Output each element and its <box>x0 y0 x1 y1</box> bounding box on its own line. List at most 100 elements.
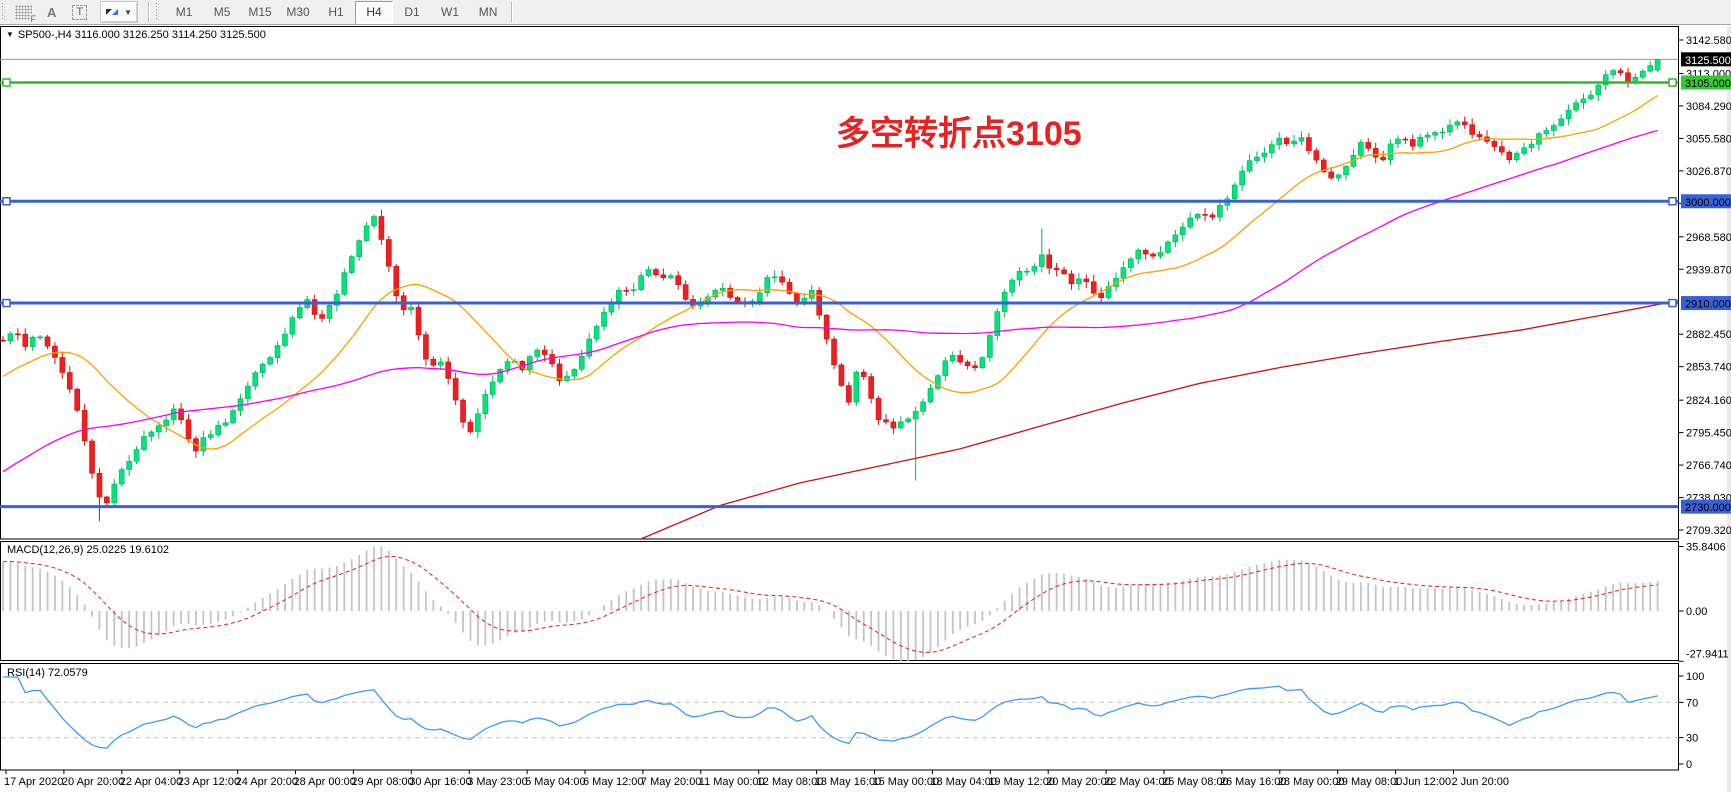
svg-text:2910.000: 2910.000 <box>1685 299 1731 311</box>
timeframe-button-m15[interactable]: M15 <box>248 5 272 19</box>
svg-text:24 Apr 20:00: 24 Apr 20:00 <box>236 776 298 788</box>
svg-text:29 Apr 08:00: 29 Apr 08:00 <box>351 776 413 788</box>
chart-shift-icon[interactable]: F <box>15 4 36 24</box>
svg-text:17 Apr 2020: 17 Apr 2020 <box>4 776 63 788</box>
symbol-dropdown-icon[interactable]: ▼ <box>6 30 14 39</box>
toolbar-separator <box>148 2 151 22</box>
timeframe-button-h1[interactable]: H1 <box>328 5 344 19</box>
svg-text:0: 0 <box>1686 759 1692 771</box>
rsi-label: RSI(14) 72.0579 <box>7 667 88 679</box>
svg-text:12 May 08:00: 12 May 08:00 <box>757 776 824 788</box>
svg-text:-27.9411: -27.9411 <box>1686 649 1729 661</box>
timeframe-button-mn[interactable]: MN <box>478 5 498 19</box>
chevron-down-icon: ▼ <box>124 7 133 17</box>
svg-text:23 Apr 12:00: 23 Apr 12:00 <box>178 776 240 788</box>
timeframe-bar: M1 M5 M15 M30 H1 H4 D1 W1 MN <box>165 0 507 24</box>
macd-label: MACD(12,26,9) 25.0225 19.6102 <box>7 544 170 556</box>
line-handle[interactable] <box>1668 78 1677 87</box>
timeframe-button-m30[interactable]: M30 <box>286 5 310 19</box>
svg-text:3125.500: 3125.500 <box>1685 55 1731 67</box>
svg-text:3000.000: 3000.000 <box>1685 197 1731 209</box>
chart-annotation-text[interactable]: 多空转折点3105 <box>836 115 1082 153</box>
svg-text:35.8406: 35.8406 <box>1686 542 1726 554</box>
svg-text:100: 100 <box>1686 671 1704 683</box>
svg-text:18 May 04:00: 18 May 04:00 <box>930 776 997 788</box>
svg-text:2709.320: 2709.320 <box>1686 525 1731 537</box>
price-label-2730 <box>1681 499 1731 514</box>
svg-text:26 May 16:00: 26 May 16:00 <box>1220 776 1287 788</box>
timeframe-button-h4[interactable]: H4 <box>355 0 394 24</box>
svg-text:2968.580: 2968.580 <box>1686 232 1731 244</box>
svg-text:3105.000: 3105.000 <box>1685 78 1731 90</box>
timeframe-button-m5[interactable]: M5 <box>213 5 231 19</box>
toolbar-separator <box>511 2 514 22</box>
symbol-ohlc-text: SP500-,H4 3116.000 3126.250 3114.250 312… <box>17 29 266 41</box>
price-label-3000 <box>1681 194 1731 209</box>
ma-mid-magenta <box>2 129 1658 473</box>
svg-text:30: 30 <box>1686 733 1698 745</box>
svg-text:1 Jun 12:00: 1 Jun 12:00 <box>1394 776 1452 788</box>
svg-text:13 May 16:00: 13 May 16:00 <box>815 776 882 788</box>
svg-text:28 May 00:00: 28 May 00:00 <box>1278 776 1345 788</box>
svg-text:3084.290: 3084.290 <box>1686 101 1731 113</box>
toolbar-grip[interactable] <box>156 3 162 21</box>
macd-panel-series <box>2 546 1659 662</box>
svg-text:7 May 20:00: 7 May 20:00 <box>641 776 702 788</box>
line-handle[interactable] <box>1668 197 1677 206</box>
arrow-up-icon <box>106 9 113 15</box>
ma-fast-orange <box>2 94 1659 450</box>
svg-text:3026.870: 3026.870 <box>1686 166 1731 178</box>
svg-text:2 Jun 20:00: 2 Jun 20:00 <box>1452 776 1510 788</box>
svg-text:15 May 00:00: 15 May 00:00 <box>873 776 940 788</box>
price-axis: 3142.5803113.0003084.2903055.5803026.870… <box>1678 35 1731 771</box>
svg-text:3055.580: 3055.580 <box>1686 133 1731 145</box>
timeframe-button-d1[interactable]: D1 <box>404 5 420 19</box>
svg-text:22 Apr 04:00: 22 Apr 04:00 <box>120 776 182 788</box>
arrow-down-icon <box>112 9 119 15</box>
line-handle[interactable] <box>2 78 11 87</box>
svg-text:3 May 23:00: 3 May 23:00 <box>467 776 528 788</box>
svg-text:5 May 04:00: 5 May 04:00 <box>525 776 586 788</box>
svg-text:2853.740: 2853.740 <box>1686 362 1731 374</box>
svg-text:19 May 12:00: 19 May 12:00 <box>988 776 1055 788</box>
svg-text:30 Apr 16:00: 30 Apr 16:00 <box>409 776 471 788</box>
svg-text:70: 70 <box>1686 697 1698 709</box>
svg-text:2795.450: 2795.450 <box>1686 428 1731 440</box>
cursor-tool-icon[interactable]: A <box>47 4 57 20</box>
text-tool-icon[interactable]: T <box>72 4 88 20</box>
price-label-3105 <box>1681 75 1731 90</box>
symbol-header[interactable]: ▼ SP500-,H4 3116.000 3126.250 3114.250 31… <box>6 29 266 41</box>
svg-text:25 May 08:00: 25 May 08:00 <box>1162 776 1229 788</box>
rsi-line <box>2 676 1658 749</box>
svg-text:2766.740: 2766.740 <box>1686 460 1731 472</box>
svg-text:20 Apr 20:00: 20 Apr 20:00 <box>62 776 124 788</box>
ma-slow-red <box>639 300 1679 540</box>
line-handle[interactable] <box>1668 298 1677 308</box>
svg-text:2824.160: 2824.160 <box>1686 395 1731 407</box>
svg-text:2730.000: 2730.000 <box>1685 502 1731 514</box>
svg-text:2939.870: 2939.870 <box>1686 264 1731 276</box>
line-handle[interactable] <box>2 197 11 206</box>
price-label-2910 <box>1681 296 1731 311</box>
timeframe-button-m1[interactable]: M1 <box>175 5 193 19</box>
toolbar-grip[interactable] <box>2 3 7 21</box>
svg-text:28 Apr 00:00: 28 Apr 00:00 <box>294 776 356 788</box>
svg-text:29 May 08:00: 29 May 08:00 <box>1336 776 1403 788</box>
arrows-object-dropdown[interactable]: ▼ <box>100 1 139 23</box>
svg-text:11 May 00:00: 11 May 00:00 <box>699 776 765 788</box>
macd-signal-line <box>2 555 1658 653</box>
rsi-panel-series <box>1 676 1679 749</box>
svg-text:22 May 04:00: 22 May 04:00 <box>1104 776 1171 788</box>
timeframe-button-w1[interactable]: W1 <box>441 5 460 19</box>
toolbar: F A T ▼ M1 M5 M15 M30 H1 H4 D1 W1 MN <box>0 0 1731 25</box>
svg-text:20 May 20:00: 20 May 20:00 <box>1046 776 1113 788</box>
svg-text:3142.580: 3142.580 <box>1686 35 1731 47</box>
current-price-label <box>1681 52 1731 67</box>
svg-text:2882.450: 2882.450 <box>1686 329 1731 341</box>
line-handle[interactable] <box>2 298 11 308</box>
svg-text:0.00: 0.00 <box>1686 606 1707 618</box>
svg-text:6 May 12:00: 6 May 12:00 <box>583 776 644 788</box>
